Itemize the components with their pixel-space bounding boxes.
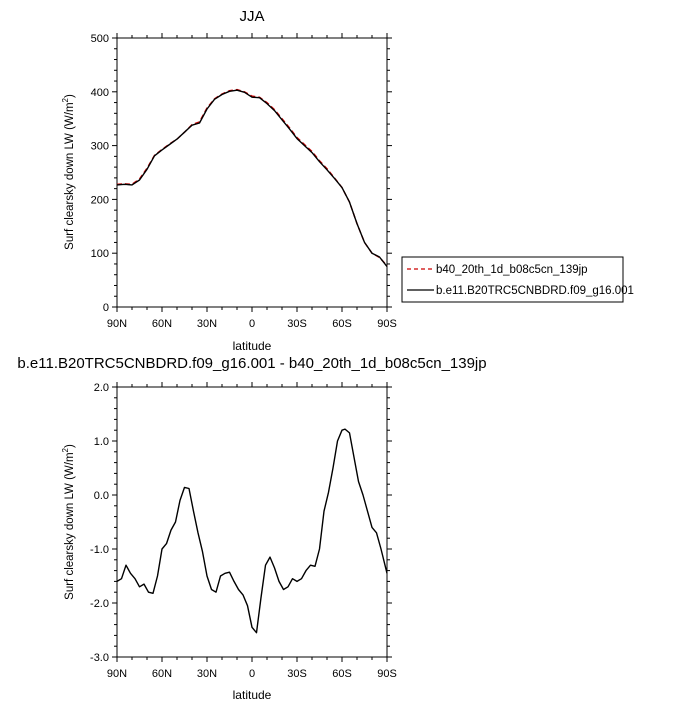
chart-panel-bottom: b.e11.B20TRC5CNBDRD.f09_g16.001 - b40_20…: [17, 355, 486, 702]
y-axis-label: Surf clearsky down LW (W/m2): [61, 94, 76, 250]
series-line-dashed: [116, 88, 388, 267]
series-line-solid: [116, 89, 388, 268]
y-axis-label: Surf clearsky down LW (W/m2): [61, 444, 76, 600]
legend-label: b.e11.B20TRC5CNBDRD.f09_g16.001: [436, 285, 634, 297]
plot-frame: [116, 386, 388, 658]
x-tick-label: 90S: [377, 668, 397, 680]
x-tick-label: 30S: [287, 318, 307, 330]
y-tick-label: 0.0: [94, 490, 109, 502]
x-ticks: 90N 60N 30N 0 30S 60S 90S: [107, 33, 397, 330]
chart-panel-top: JJA 0 100 200 300 400 500 90N 60N 30N 0 30S 60S 90S…: [61, 8, 634, 330]
y-tick-label: 1.0: [94, 436, 109, 448]
legend-frame: [401, 256, 624, 303]
chart-title: b.e11.B20TRC5CNBDRD.f09_g16.001 - b40_20…: [17, 355, 486, 372]
x-tick-label: 90N: [107, 668, 127, 680]
x-tick-label: 60S: [332, 318, 352, 330]
series-lines: [116, 428, 388, 634]
y-tick-label: 200: [91, 194, 109, 206]
x-tick-label: 0: [249, 668, 255, 680]
y-tick-label: -2.0: [90, 598, 109, 610]
series-line-solid: [116, 428, 388, 634]
y-ticks: -3.0 -2.0 -1.0 0.0 1.0 2.0: [90, 382, 392, 664]
x-axis-label: latitude: [233, 688, 272, 702]
x-tick-label: 90N: [107, 318, 127, 330]
y-tick-label: -1.0: [90, 544, 109, 556]
series-lines: [116, 88, 388, 268]
x-ticks: 90N 60N 30N 0 30S 60S 90S: [107, 382, 397, 680]
y-tick-label: 400: [91, 87, 109, 99]
y-tick-label: 300: [91, 141, 109, 153]
x-tick-label: 90S: [377, 318, 397, 330]
legend: b40_20th_1d_b08c5cn_139jp b.e11.B20TRC5C…: [401, 256, 634, 303]
legend-label: b40_20th_1d_b08c5cn_139jp: [436, 264, 588, 276]
y-ticks: 0 100 200 300 400 500: [91, 33, 392, 314]
x-tick-label: 0: [249, 318, 255, 330]
x-tick-label: 60N: [152, 318, 172, 330]
x-tick-label: 60N: [152, 668, 172, 680]
y-tick-label: 0: [103, 302, 109, 314]
x-tick-label: 30N: [197, 318, 217, 330]
chart-title: JJA: [239, 8, 264, 25]
x-tick-label: 30N: [197, 668, 217, 680]
x-tick-label: 60S: [332, 668, 352, 680]
plot-frame: [116, 37, 388, 308]
y-tick-label: 100: [91, 248, 109, 260]
y-tick-label: -3.0: [90, 652, 109, 664]
y-tick-label: 2.0: [94, 382, 109, 394]
y-tick-label: 500: [91, 33, 109, 45]
x-tick-label: 30S: [287, 668, 307, 680]
x-axis-label-top: latitude: [233, 339, 272, 353]
